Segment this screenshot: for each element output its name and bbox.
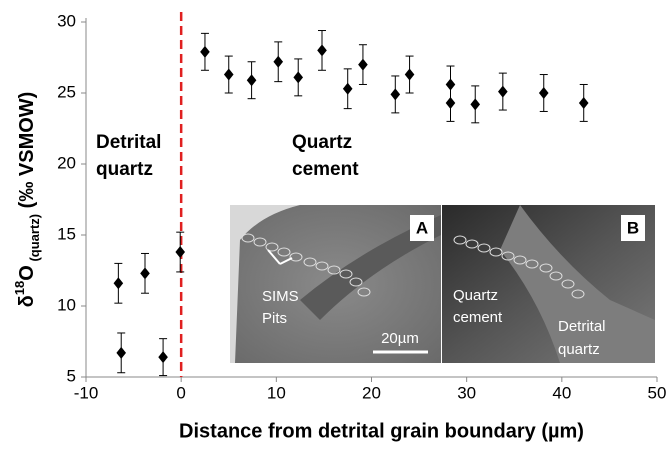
x-tick-label: 10 [267,383,286,402]
y-tick-label: 25 [57,82,76,101]
point [140,267,150,279]
y-tick-label: 30 [57,11,76,30]
point [116,347,126,359]
point [200,46,210,58]
annotation: Quartz [292,132,352,153]
point [114,277,124,289]
y-tick-label: 15 [57,224,76,243]
point [224,69,234,81]
point [273,56,283,68]
x-tick-label: 30 [457,383,476,402]
point [446,97,456,109]
x-tick-label: 20 [362,383,381,402]
x-tick-label: 40 [552,383,571,402]
annotation: cement [292,159,359,180]
y-label-part: δ [16,295,38,307]
annotation: Pits [262,310,287,327]
point [498,86,508,98]
point [405,69,415,81]
panel-label: B [627,218,639,237]
inset [230,205,655,363]
point [343,83,353,95]
x-tick-label: -10 [74,383,99,402]
y-label-part: (‰ VSMOW) [16,92,38,214]
annotation: Quartz [453,287,498,304]
point [470,98,480,110]
point [539,87,549,99]
annotation: quartz [558,341,600,358]
point [293,71,303,83]
point [175,246,185,258]
point [247,74,257,86]
x-tick-label: 50 [648,383,667,402]
point [358,59,368,71]
panel-label: A [416,218,428,237]
point [579,97,589,109]
point [158,351,168,363]
y-tick-label: 20 [57,153,76,172]
y-tick-label: 10 [57,295,76,314]
y-label-part: 18 [12,281,27,295]
y-label-part: (quartz) [27,214,42,265]
x-axis-label: Distance from detrital grain boundary (µ… [179,420,584,442]
chart: 51015202530-1001020304050Distance from d… [0,0,667,450]
annotation: Detrital [96,132,161,153]
point [317,44,327,56]
y-label-part: O [16,265,38,281]
annotation: SIMS [262,288,299,305]
point [390,88,400,100]
annotation: quartz [96,159,153,180]
x-tick-label: 0 [176,383,185,402]
annotation: cement [453,309,503,326]
annotation: Detrital [558,318,606,335]
scale-label: 20µm [381,330,419,347]
y-axis-label: δ18O (quartz) (‰ VSMOW) [12,92,42,308]
